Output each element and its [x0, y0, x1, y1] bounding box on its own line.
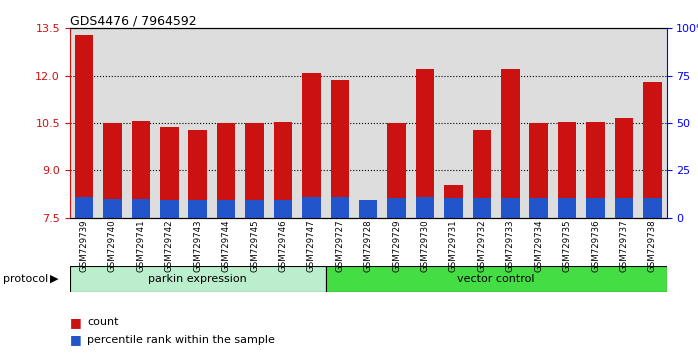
Bar — [217, 200, 235, 218]
Bar — [586, 198, 604, 218]
Bar — [643, 82, 662, 218]
Bar — [416, 197, 434, 218]
Bar — [188, 200, 207, 218]
Bar — [70, 28, 98, 218]
Bar — [325, 28, 354, 218]
Text: parkin expression: parkin expression — [148, 274, 247, 284]
Bar — [217, 123, 235, 218]
Bar — [553, 28, 581, 218]
Bar — [184, 28, 212, 218]
Text: GSM729728: GSM729728 — [364, 219, 373, 272]
Bar — [245, 123, 264, 218]
Text: GSM729733: GSM729733 — [506, 219, 515, 272]
Bar — [530, 198, 548, 218]
Bar — [610, 28, 638, 218]
Bar — [615, 198, 633, 218]
Bar — [439, 28, 468, 218]
Bar — [269, 28, 297, 218]
Text: GDS4476 / 7964592: GDS4476 / 7964592 — [70, 14, 196, 27]
Bar — [473, 130, 491, 218]
Text: GSM729727: GSM729727 — [335, 219, 344, 272]
Bar — [444, 184, 463, 218]
Text: GSM729747: GSM729747 — [307, 219, 316, 272]
Text: ■: ■ — [70, 333, 82, 346]
Bar — [615, 118, 633, 218]
Bar — [496, 28, 524, 218]
Text: GSM729740: GSM729740 — [108, 219, 117, 272]
Bar — [103, 199, 121, 218]
Bar — [70, 266, 325, 292]
Bar — [325, 266, 667, 292]
Bar — [132, 121, 150, 218]
Bar — [558, 122, 577, 218]
Bar — [383, 28, 411, 218]
Bar — [416, 69, 434, 218]
Bar — [274, 200, 292, 218]
Text: GSM729736: GSM729736 — [591, 219, 600, 272]
Bar — [468, 28, 496, 218]
Bar — [331, 80, 349, 218]
Bar — [155, 28, 184, 218]
Text: GSM729732: GSM729732 — [477, 219, 487, 272]
Bar — [359, 200, 378, 218]
Bar — [160, 127, 179, 218]
Text: GSM729743: GSM729743 — [193, 219, 202, 272]
Bar — [302, 197, 320, 218]
Bar — [103, 123, 121, 218]
Bar — [586, 122, 604, 218]
Bar — [387, 123, 406, 218]
Bar — [302, 73, 320, 218]
Bar — [530, 123, 548, 218]
Text: GSM729745: GSM729745 — [250, 219, 259, 272]
Text: GSM729746: GSM729746 — [279, 219, 288, 272]
Text: protocol: protocol — [3, 274, 49, 284]
Text: GSM729737: GSM729737 — [619, 219, 628, 272]
Bar — [387, 198, 406, 218]
Bar — [444, 198, 463, 218]
Bar — [581, 28, 610, 218]
Text: GSM729735: GSM729735 — [563, 219, 572, 272]
Text: ▶: ▶ — [50, 274, 59, 284]
Bar — [501, 198, 519, 218]
Bar — [473, 198, 491, 218]
Bar — [501, 69, 519, 218]
Text: GSM729738: GSM729738 — [648, 219, 657, 272]
Bar — [558, 198, 577, 218]
Bar — [132, 199, 150, 218]
Bar — [212, 28, 240, 218]
Bar — [188, 130, 207, 218]
Bar — [638, 28, 667, 218]
Bar — [359, 211, 378, 218]
Text: GSM729741: GSM729741 — [136, 219, 145, 272]
Text: GSM729730: GSM729730 — [420, 219, 429, 272]
Bar — [75, 197, 94, 218]
Text: percentile rank within the sample: percentile rank within the sample — [87, 335, 275, 345]
Bar — [354, 28, 383, 218]
Bar — [643, 198, 662, 218]
Text: ■: ■ — [70, 316, 82, 329]
Text: GSM729739: GSM729739 — [80, 219, 89, 272]
Text: GSM729742: GSM729742 — [165, 219, 174, 272]
Text: GSM729744: GSM729744 — [221, 219, 230, 272]
Text: vector control: vector control — [457, 274, 535, 284]
Bar — [331, 197, 349, 218]
Bar — [524, 28, 553, 218]
Text: GSM729729: GSM729729 — [392, 219, 401, 272]
Text: count: count — [87, 317, 119, 327]
Bar — [240, 28, 269, 218]
Bar — [297, 28, 325, 218]
Bar — [160, 200, 179, 218]
Text: GSM729734: GSM729734 — [534, 219, 543, 272]
Bar — [126, 28, 155, 218]
Bar — [98, 28, 126, 218]
Bar — [274, 122, 292, 218]
Bar — [245, 200, 264, 218]
Bar — [75, 35, 94, 218]
Bar — [411, 28, 439, 218]
Text: GSM729731: GSM729731 — [449, 219, 458, 272]
